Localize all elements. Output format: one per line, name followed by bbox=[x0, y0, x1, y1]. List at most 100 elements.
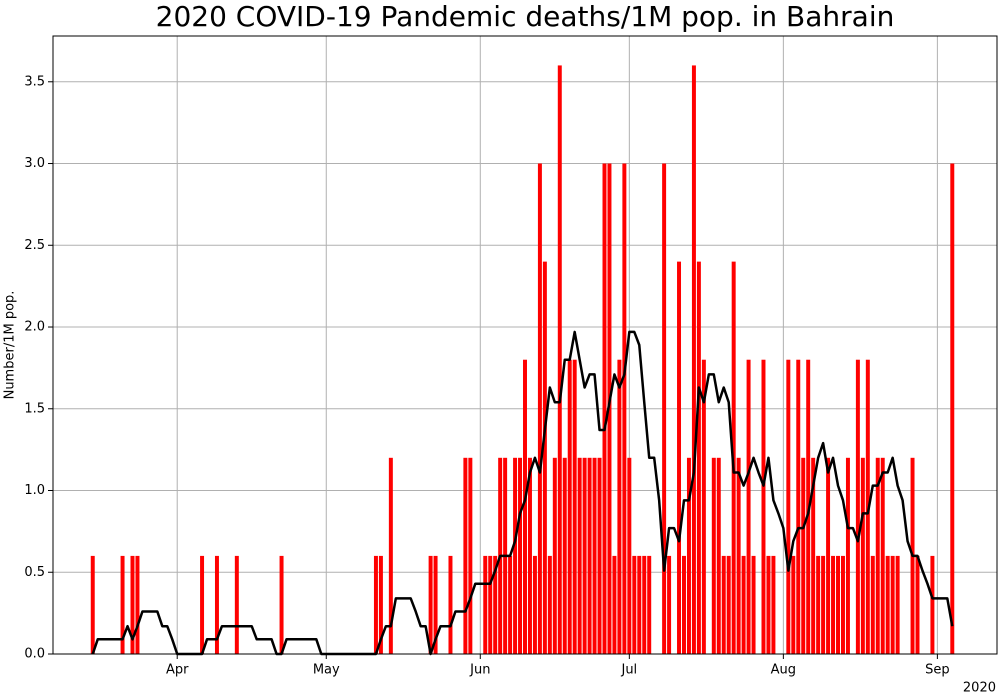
plot-frame bbox=[52, 35, 998, 655]
bar bbox=[582, 457, 587, 654]
bar bbox=[696, 261, 701, 654]
bar bbox=[726, 555, 731, 654]
bar bbox=[821, 555, 826, 654]
bar bbox=[627, 457, 632, 654]
bar bbox=[751, 555, 756, 654]
bar bbox=[766, 555, 771, 654]
bar bbox=[214, 555, 219, 654]
bar bbox=[691, 65, 696, 654]
bar bbox=[736, 457, 741, 654]
bar bbox=[816, 555, 821, 654]
bar bbox=[373, 555, 378, 654]
bar bbox=[642, 555, 647, 654]
bar bbox=[721, 555, 726, 654]
bar bbox=[135, 555, 140, 654]
bar bbox=[448, 555, 453, 654]
bar bbox=[537, 163, 542, 654]
bar bbox=[577, 457, 582, 654]
bar bbox=[860, 457, 865, 654]
x-tick-label: Sep bbox=[925, 663, 950, 678]
bar bbox=[378, 555, 383, 654]
bar bbox=[90, 555, 95, 654]
bar bbox=[801, 457, 806, 654]
bar bbox=[950, 163, 955, 654]
bar bbox=[761, 359, 766, 654]
bar bbox=[915, 555, 920, 654]
bar bbox=[523, 359, 527, 654]
y-tick-label: 1.0 bbox=[24, 483, 45, 498]
bar bbox=[622, 163, 627, 654]
line bbox=[91, 330, 954, 656]
bar bbox=[483, 555, 488, 654]
bar bbox=[716, 457, 721, 654]
bar bbox=[667, 555, 672, 654]
bar bbox=[711, 457, 716, 654]
bar bbox=[602, 163, 607, 654]
bar bbox=[831, 555, 836, 654]
bar bbox=[518, 457, 523, 654]
bar bbox=[542, 261, 547, 654]
bar bbox=[930, 555, 935, 654]
y-tick-label: 3.0 bbox=[24, 156, 45, 171]
bar bbox=[597, 457, 602, 654]
bar bbox=[513, 457, 518, 654]
y-tick-label: 0.0 bbox=[24, 647, 45, 662]
bar bbox=[632, 555, 637, 654]
bar bbox=[836, 555, 840, 654]
bar bbox=[433, 555, 438, 654]
bar bbox=[796, 359, 801, 654]
bar bbox=[677, 261, 682, 654]
bar bbox=[890, 555, 895, 654]
bar bbox=[200, 555, 205, 654]
bar bbox=[612, 555, 617, 654]
bar bbox=[234, 555, 239, 654]
y-tick-label: 0.5 bbox=[24, 565, 45, 580]
bar bbox=[493, 555, 498, 654]
bar bbox=[746, 359, 751, 654]
bar bbox=[508, 555, 513, 654]
bar bbox=[855, 359, 860, 654]
bar bbox=[870, 555, 875, 654]
bar bbox=[826, 457, 831, 654]
bar bbox=[701, 359, 706, 654]
bar bbox=[488, 555, 493, 654]
x-tick-label: Jul bbox=[620, 663, 637, 678]
bar bbox=[786, 359, 791, 654]
y-tick-label: 2.5 bbox=[24, 238, 45, 253]
chart-title: 2020 COVID-19 Pandemic deaths/1M pop. in… bbox=[156, 0, 895, 33]
bar bbox=[279, 555, 284, 654]
bar bbox=[662, 163, 667, 654]
bar bbox=[557, 65, 562, 654]
bar bbox=[567, 359, 572, 654]
bar bbox=[637, 555, 642, 654]
x-tick-label: May bbox=[313, 663, 340, 678]
bar bbox=[880, 457, 885, 654]
bar bbox=[686, 457, 691, 654]
bar bbox=[463, 457, 468, 654]
x-offset-label: 2020 bbox=[963, 681, 996, 696]
bar bbox=[587, 457, 592, 654]
bar bbox=[811, 457, 816, 654]
bar bbox=[875, 457, 880, 654]
y-axis-label: Number/1M pop. bbox=[3, 291, 18, 400]
bar bbox=[845, 457, 850, 654]
bar bbox=[771, 555, 776, 654]
y-tick-label: 3.5 bbox=[24, 74, 45, 89]
bar bbox=[647, 555, 652, 654]
bar bbox=[617, 359, 622, 654]
bar bbox=[840, 555, 845, 654]
bar bbox=[791, 555, 796, 654]
bar bbox=[741, 555, 746, 654]
bar bbox=[388, 457, 393, 654]
bar bbox=[552, 457, 557, 654]
bar bbox=[592, 457, 597, 654]
x-tick-label: Aug bbox=[771, 663, 796, 678]
bar bbox=[428, 555, 433, 654]
bar bbox=[468, 457, 473, 654]
bar bbox=[682, 555, 686, 654]
x-tick-label: Jun bbox=[469, 663, 490, 678]
bar bbox=[562, 457, 567, 654]
x-tick-label: Apr bbox=[166, 663, 189, 678]
